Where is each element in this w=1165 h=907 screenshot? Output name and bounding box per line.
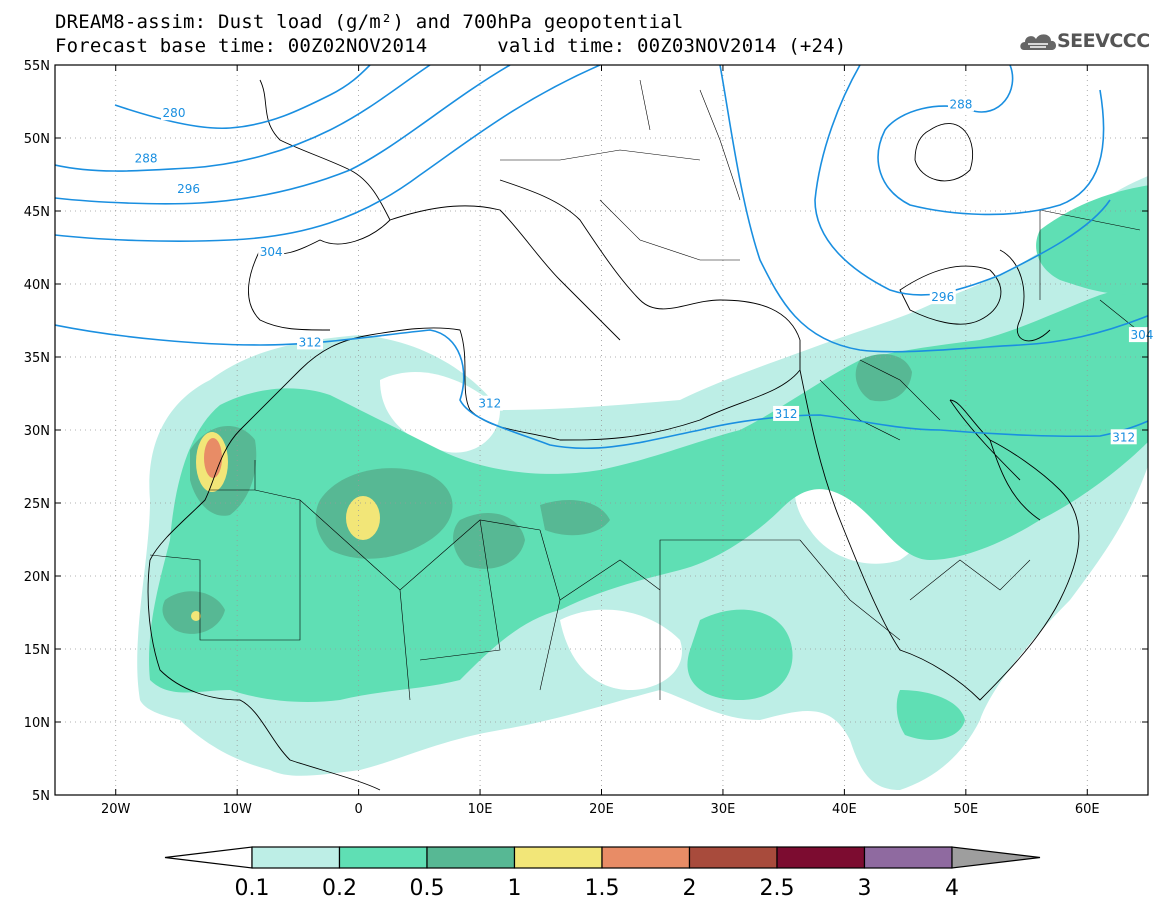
- lat-tick-label: 55N: [24, 59, 50, 74]
- colorbar-min-arrow: [164, 846, 253, 869]
- dust-region-medium-chad: [687, 609, 793, 700]
- lon-tick-label: 60E: [1075, 802, 1100, 817]
- lon-tick-label: 20E: [589, 802, 614, 817]
- colorbar-label: 4: [945, 876, 959, 901]
- colorbar-swatch: [513, 846, 603, 869]
- contour-label: 312: [1112, 430, 1135, 444]
- dust-free-libya: [380, 371, 500, 453]
- colorbar-swatch: [776, 846, 866, 869]
- dust-region-dense-chad: [540, 500, 610, 536]
- contour-label-background: [175, 181, 202, 197]
- lon-tick-label: 20W: [101, 802, 131, 817]
- dust-region-very-heavy-atlas: [204, 438, 222, 478]
- coastlines: [147, 79, 1080, 791]
- contour-label: 304: [260, 245, 283, 259]
- colorbar-max-arrow: [951, 846, 1041, 869]
- contour-label-background: [947, 96, 974, 112]
- contour-label: 312: [775, 407, 798, 421]
- colorbar-swatch: [426, 846, 516, 869]
- dust-region-dense-algeria: [315, 468, 453, 559]
- lat-tick-label: 40N: [24, 278, 50, 293]
- lon-tick-label: 30E: [711, 802, 736, 817]
- lat-tick-label: 45N: [24, 205, 50, 220]
- lat-tick-label: 25N: [24, 497, 50, 512]
- contour-label: 304: [1130, 328, 1153, 342]
- longitude-axis: 20W 10W 0 10E 20E 30E 40E 50E 60E: [101, 65, 1100, 817]
- contour-label-background: [773, 405, 800, 421]
- contour-label: 312: [478, 397, 501, 411]
- dust-free-sahel: [560, 609, 682, 690]
- lon-tick-label: 10E: [468, 802, 493, 817]
- contour-296-west: [55, 65, 511, 205]
- chart-title-line-2: Forecast base time: 00Z02NOV2014 valid t…: [55, 35, 847, 57]
- contour-label-background: [929, 289, 956, 305]
- lat-tick-label: 20N: [24, 570, 50, 585]
- dust-region-dense-niger: [453, 512, 525, 569]
- colorbar-swatch: [251, 846, 341, 869]
- lat-tick-label: 50N: [24, 132, 50, 147]
- contour-label: 288: [950, 97, 973, 111]
- colorbar-label: 1: [508, 876, 522, 901]
- colorbar-swatch: [863, 846, 953, 869]
- contour-label-background: [161, 105, 188, 121]
- dust-shading: [137, 175, 1148, 790]
- dust-region-heavy-senegal: [191, 611, 201, 621]
- contour-label: 280: [163, 106, 186, 120]
- lat-tick-label: 10N: [24, 716, 50, 731]
- lat-tick-label: 5N: [32, 789, 50, 804]
- dust-region-medium-east: [1036, 185, 1148, 295]
- country-borders: [149, 79, 1148, 701]
- lon-tick-label: 10W: [222, 802, 252, 817]
- colorbar-label: 0.2: [322, 876, 357, 901]
- contour-304-east: [719, 65, 1148, 353]
- chart-title-line-1: DREAM8-assim: Dust load (g/m²) and 700hP…: [55, 11, 684, 33]
- colorbar-label: 1.5: [585, 876, 620, 901]
- logo-text: SEEVCCC: [1057, 30, 1150, 52]
- colorbar-swatch: [338, 846, 428, 869]
- contour-288-east: [877, 65, 1105, 216]
- colorbar-swatch: [688, 846, 778, 869]
- lat-tick-label: 35N: [24, 351, 50, 366]
- seevccc-cloud-icon: [1020, 34, 1057, 50]
- colorbar-label: 2: [683, 876, 697, 901]
- contour-296-east: [814, 65, 1111, 296]
- contour-288-west: [55, 65, 431, 172]
- dust-region-medium-horn: [896, 690, 965, 740]
- contour-label-background: [133, 150, 160, 166]
- lat-tick-label: 15N: [24, 643, 50, 658]
- contour-280: [114, 65, 371, 130]
- contour-label-background: [258, 243, 285, 259]
- colorbar-label: 0.1: [235, 876, 270, 901]
- latitude-axis: 55N 50N 45N 40N 35N 30N 25N 20N 15N 10N 5N: [24, 59, 1148, 804]
- lon-tick-label: 0: [354, 802, 362, 817]
- colorbar-label: 2.5: [760, 876, 795, 901]
- contour-label: 312: [299, 335, 322, 349]
- colorbar-swatch: [601, 846, 691, 869]
- contour-label-background: [1110, 429, 1137, 445]
- contour-label: 296: [931, 290, 954, 304]
- contour-label-background: [297, 334, 324, 350]
- contour-label: 288: [135, 151, 158, 165]
- dust-region-dense-iraq: [855, 354, 912, 402]
- colorbar-label: 0.5: [410, 876, 445, 901]
- lat-tick-label: 30N: [24, 424, 50, 439]
- lon-tick-label: 50E: [953, 802, 978, 817]
- dust-region-heavy-algeria: [346, 496, 380, 540]
- contour-label: 296: [177, 182, 200, 196]
- contour-labels: 280 288 296 304 312 312 312 312 304 296 288: [133, 96, 1155, 445]
- colorbar: 0.1 0.2 0.5 1 1.5 2 2.5 3 4: [164, 846, 1041, 901]
- contour-304-west: [55, 65, 601, 242]
- contour-label-background: [476, 395, 503, 411]
- colorbar-label: 3: [858, 876, 872, 901]
- lon-tick-label: 40E: [832, 802, 857, 817]
